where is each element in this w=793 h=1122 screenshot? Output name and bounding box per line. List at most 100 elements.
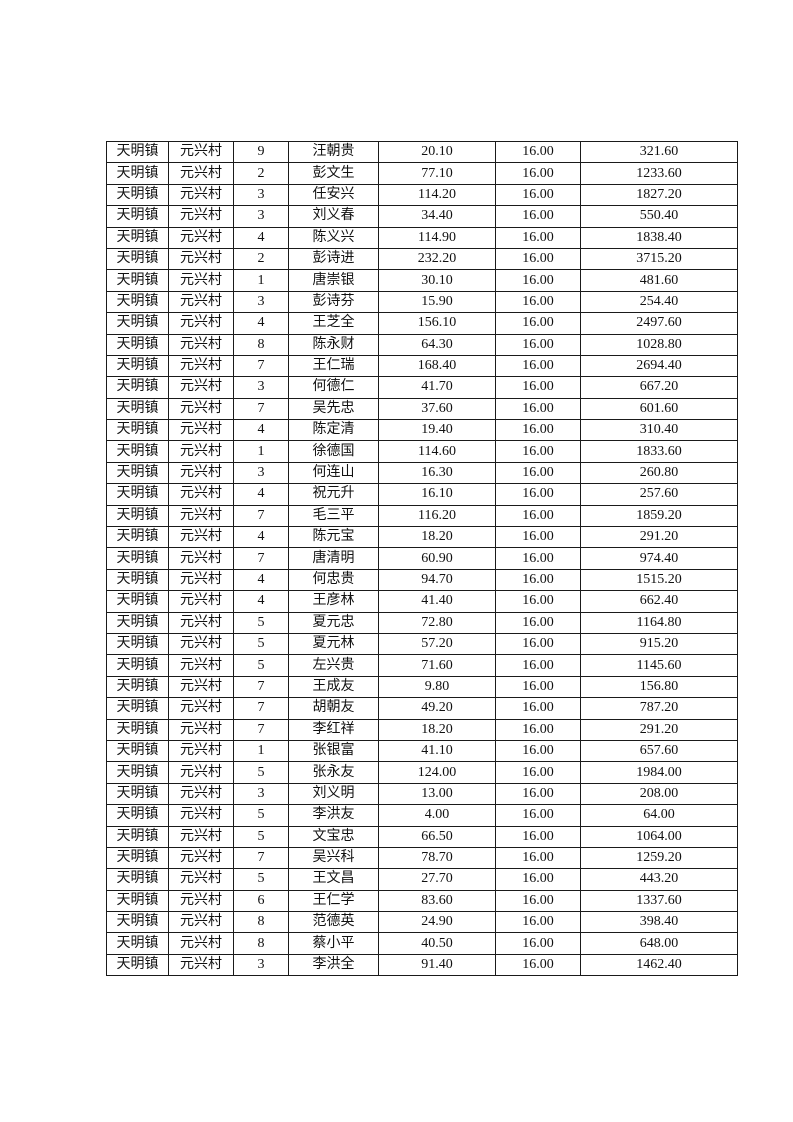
cell-village: 元兴村 xyxy=(168,419,234,442)
cell-village: 元兴村 xyxy=(168,846,234,870)
cell-amount: 2694.40 xyxy=(580,354,738,378)
cell-amount: 443.20 xyxy=(580,868,738,891)
cell-amount: 310.40 xyxy=(580,419,738,442)
cell-name: 祝元升 xyxy=(288,483,379,506)
cell-quantity: 41.40 xyxy=(378,590,496,613)
cell-name: 蔡小平 xyxy=(288,932,379,955)
cell-quantity: 24.90 xyxy=(378,911,496,934)
cell-group: 1 xyxy=(233,269,289,292)
table-row: 天明镇 元兴村 5 李洪友 4.00 16.00 64.00 xyxy=(106,804,738,827)
cell-village: 元兴村 xyxy=(168,376,234,399)
cell-village: 元兴村 xyxy=(168,782,234,806)
payment-roster-table: 天明镇 元兴村 9 汪朝贵 20.10 16.00 321.60 天明镇 元兴村… xyxy=(106,140,738,977)
cell-quantity: 20.10 xyxy=(378,140,496,164)
cell-quantity: 16.10 xyxy=(378,483,496,506)
cell-unit-price: 16.00 xyxy=(495,675,581,699)
cell-unit-price: 16.00 xyxy=(495,718,581,741)
cell-quantity: 41.70 xyxy=(378,376,496,399)
cell-village: 元兴村 xyxy=(168,739,234,763)
table-row: 天明镇 元兴村 1 徐德国 114.60 16.00 1833.60 xyxy=(106,440,738,463)
table-row: 天明镇 元兴村 1 张银富 41.10 16.00 657.60 xyxy=(106,739,738,763)
table-row: 天明镇 元兴村 5 张永友 124.00 16.00 1984.00 xyxy=(106,761,738,784)
cell-group: 8 xyxy=(233,333,289,356)
cell-town: 天明镇 xyxy=(106,868,169,891)
table-row: 天明镇 元兴村 4 王彦林 41.40 16.00 662.40 xyxy=(106,590,738,613)
table-row: 天明镇 元兴村 2 彭文生 77.10 16.00 1233.60 xyxy=(106,162,738,185)
cell-unit-price: 16.00 xyxy=(495,269,581,292)
cell-group: 5 xyxy=(233,611,289,634)
cell-group: 7 xyxy=(233,504,289,528)
cell-village: 元兴村 xyxy=(168,611,234,634)
cell-village: 元兴村 xyxy=(168,953,234,977)
cell-unit-price: 16.00 xyxy=(495,825,581,848)
table-row: 天明镇 元兴村 2 彭诗进 232.20 16.00 3715.20 xyxy=(106,247,738,271)
cell-quantity: 156.10 xyxy=(378,312,496,335)
table-row: 天明镇 元兴村 3 刘义明 13.00 16.00 208.00 xyxy=(106,782,738,806)
cell-unit-price: 16.00 xyxy=(495,526,581,549)
cell-unit-price: 16.00 xyxy=(495,654,581,677)
cell-unit-price: 16.00 xyxy=(495,312,581,335)
cell-town: 天明镇 xyxy=(106,932,169,955)
cell-name: 范德英 xyxy=(288,911,379,934)
cell-name: 陈定清 xyxy=(288,419,379,442)
table-row: 天明镇 元兴村 3 何德仁 41.70 16.00 667.20 xyxy=(106,376,738,399)
cell-quantity: 116.20 xyxy=(378,504,496,528)
cell-name: 李红祥 xyxy=(288,718,379,741)
cell-group: 7 xyxy=(233,846,289,870)
cell-amount: 601.60 xyxy=(580,397,738,421)
cell-group: 3 xyxy=(233,205,289,228)
cell-village: 元兴村 xyxy=(168,804,234,827)
cell-name: 唐崇银 xyxy=(288,269,379,292)
cell-amount: 662.40 xyxy=(580,590,738,613)
table-body: 天明镇 元兴村 9 汪朝贵 20.10 16.00 321.60 天明镇 元兴村… xyxy=(106,140,738,977)
cell-unit-price: 16.00 xyxy=(495,889,581,913)
cell-group: 7 xyxy=(233,354,289,378)
cell-unit-price: 16.00 xyxy=(495,397,581,421)
cell-town: 天明镇 xyxy=(106,804,169,827)
cell-village: 元兴村 xyxy=(168,761,234,784)
cell-town: 天明镇 xyxy=(106,504,169,528)
cell-quantity: 13.00 xyxy=(378,782,496,806)
cell-village: 元兴村 xyxy=(168,932,234,955)
cell-name: 夏元忠 xyxy=(288,611,379,634)
cell-town: 天明镇 xyxy=(106,162,169,185)
table-row: 天明镇 元兴村 4 祝元升 16.10 16.00 257.60 xyxy=(106,483,738,506)
cell-unit-price: 16.00 xyxy=(495,140,581,164)
cell-quantity: 72.80 xyxy=(378,611,496,634)
cell-town: 天明镇 xyxy=(106,654,169,677)
cell-name: 任安兴 xyxy=(288,183,379,207)
cell-unit-price: 16.00 xyxy=(495,205,581,228)
cell-town: 天明镇 xyxy=(106,354,169,378)
cell-amount: 1028.80 xyxy=(580,333,738,356)
cell-town: 天明镇 xyxy=(106,697,169,720)
cell-quantity: 18.20 xyxy=(378,718,496,741)
cell-amount: 260.80 xyxy=(580,461,738,485)
cell-village: 元兴村 xyxy=(168,675,234,699)
cell-quantity: 60.90 xyxy=(378,547,496,570)
cell-quantity: 30.10 xyxy=(378,269,496,292)
cell-quantity: 91.40 xyxy=(378,953,496,977)
cell-amount: 291.20 xyxy=(580,526,738,549)
table-row: 天明镇 元兴村 4 何忠贵 94.70 16.00 1515.20 xyxy=(106,568,738,592)
table-row: 天明镇 元兴村 3 任安兴 114.20 16.00 1827.20 xyxy=(106,183,738,207)
cell-group: 8 xyxy=(233,911,289,934)
cell-group: 7 xyxy=(233,697,289,720)
cell-unit-price: 16.00 xyxy=(495,483,581,506)
cell-name: 彭诗进 xyxy=(288,247,379,271)
cell-amount: 398.40 xyxy=(580,911,738,934)
cell-town: 天明镇 xyxy=(106,483,169,506)
cell-unit-price: 16.00 xyxy=(495,376,581,399)
cell-name: 陈永财 xyxy=(288,333,379,356)
cell-town: 天明镇 xyxy=(106,419,169,442)
cell-amount: 64.00 xyxy=(580,804,738,827)
cell-name: 王成友 xyxy=(288,675,379,699)
cell-amount: 321.60 xyxy=(580,140,738,164)
cell-quantity: 71.60 xyxy=(378,654,496,677)
cell-town: 天明镇 xyxy=(106,205,169,228)
cell-town: 天明镇 xyxy=(106,547,169,570)
table-row: 天明镇 元兴村 3 李洪全 91.40 16.00 1462.40 xyxy=(106,953,738,977)
cell-group: 8 xyxy=(233,932,289,955)
cell-name: 王仁瑞 xyxy=(288,354,379,378)
cell-quantity: 64.30 xyxy=(378,333,496,356)
cell-quantity: 4.00 xyxy=(378,804,496,827)
